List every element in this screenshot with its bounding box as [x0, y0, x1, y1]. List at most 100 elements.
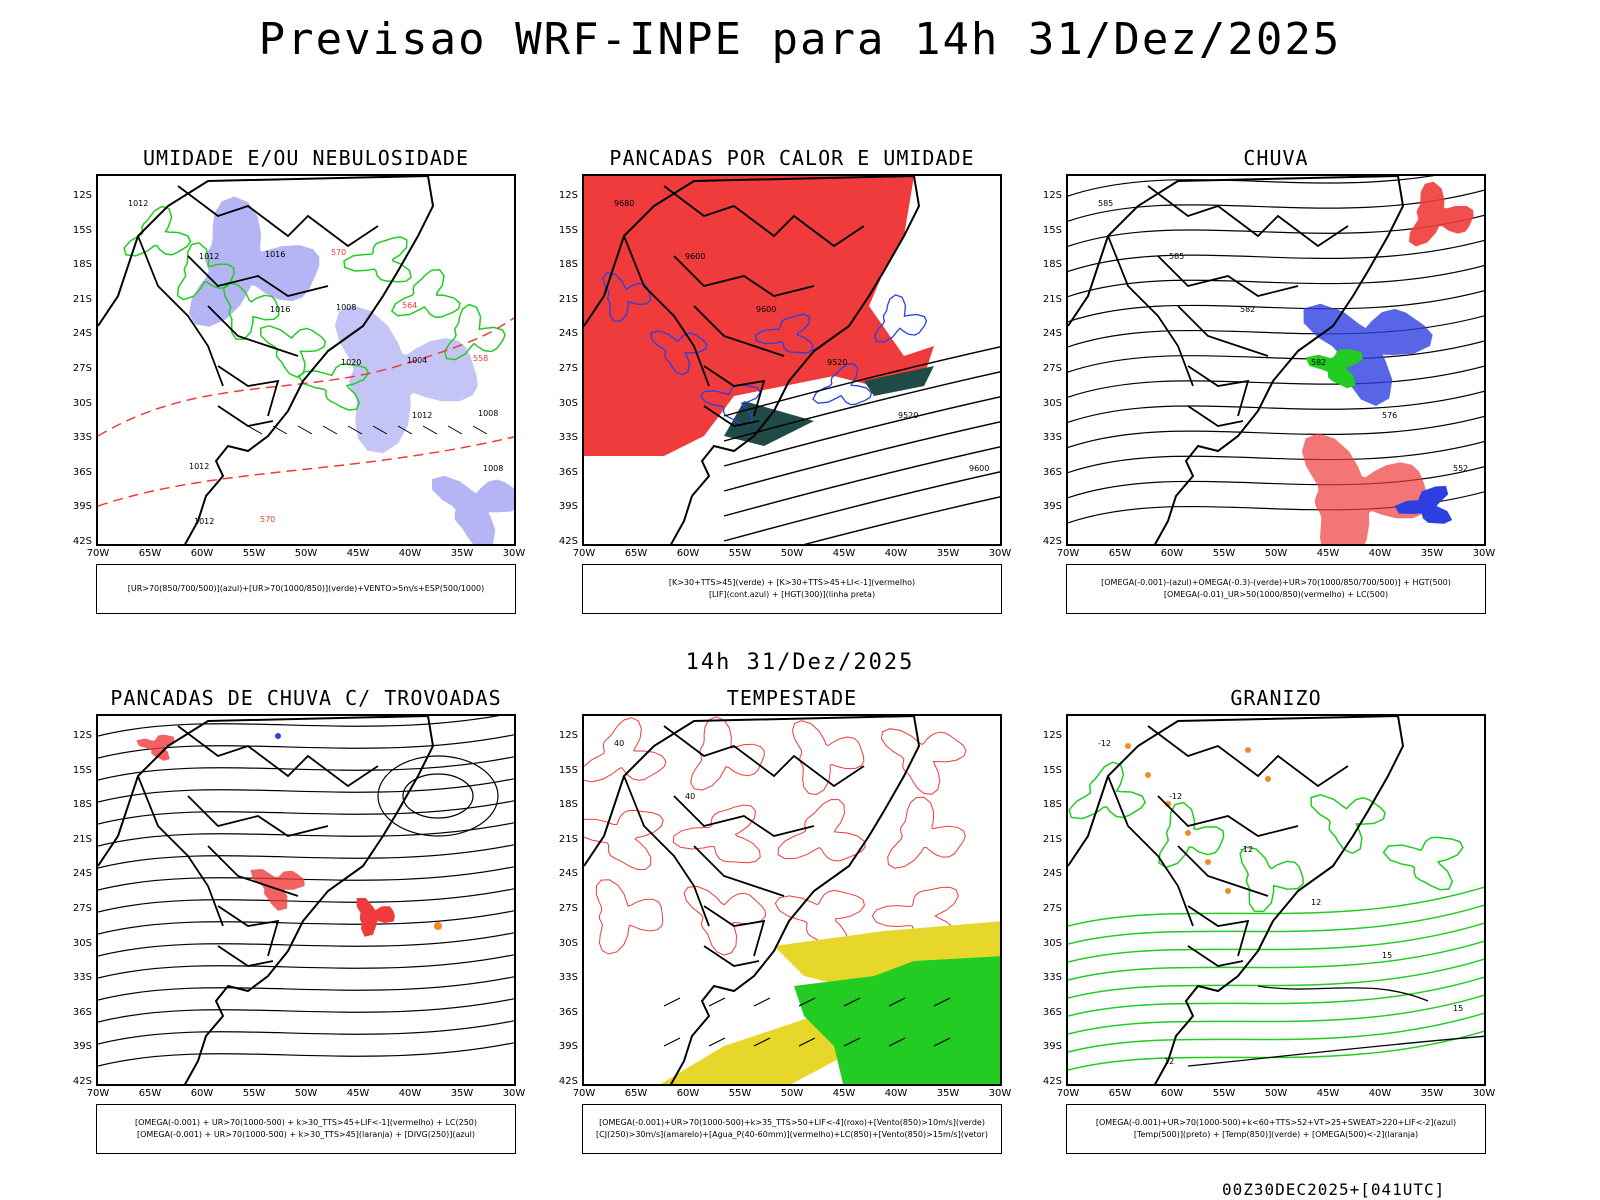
lon-tick-label: 40W	[398, 548, 422, 559]
lon-tick-label: 70W	[572, 1088, 596, 1099]
jet-area	[774, 921, 1000, 996]
valid-time-subtitle: 14h 31/Dez/2025	[685, 650, 915, 675]
contour-label: 1012	[412, 411, 432, 420]
streamline	[98, 734, 514, 759]
run-footer: 00Z30DEC2025+[041UTC]	[1222, 1180, 1446, 1199]
country-border	[663, 725, 865, 788]
streamline	[98, 866, 514, 891]
streamline	[98, 844, 514, 869]
humidity-contour	[444, 303, 506, 361]
country-border	[703, 365, 766, 417]
lat-tick-label: 36S	[72, 1006, 92, 1018]
temp850-contour	[1068, 922, 1484, 963]
lat-tick-label: 24S	[72, 328, 92, 340]
lat-tick-label: 12S	[1042, 190, 1062, 201]
omega-area	[1394, 486, 1453, 524]
lon-tick-label: 55W	[728, 548, 752, 559]
water-contour	[672, 804, 761, 864]
humidity-contour	[390, 268, 461, 319]
contour-label: 40	[685, 792, 695, 801]
temp850-contour	[1068, 904, 1484, 945]
lat-tick-label: 21S	[72, 293, 92, 305]
contour-label: 570	[331, 248, 346, 257]
lif-contour	[874, 294, 928, 343]
lon-tick-label: 65W	[624, 1088, 648, 1099]
contour-label: -12	[1240, 845, 1253, 854]
convection-area	[584, 176, 934, 456]
temp850-contour	[1068, 1012, 1484, 1053]
streamline	[1068, 290, 1484, 323]
lon-tick-label: 60W	[190, 548, 214, 559]
temp500-contour	[1257, 985, 1429, 1002]
country-border	[693, 845, 785, 897]
hgt-contour	[723, 346, 1000, 417]
map-plot: 40 40	[582, 714, 1002, 1086]
contour-label: 12	[1311, 898, 1321, 907]
lon-tick-label: 55W	[242, 548, 266, 559]
hgt-contour	[723, 446, 1000, 517]
lon-tick-label: 45W	[346, 1088, 370, 1099]
lat-tick-label: 39S	[1042, 1041, 1062, 1053]
lat-tick-label: 42S	[1042, 536, 1062, 547]
panel-storm: TEMPESTADE 40 40 12S 15S 18S 21S 24S 27S 30S 33S 36…	[559, 686, 1011, 1156]
lat-tick-label: 42S	[558, 1076, 578, 1087]
omega500-area	[1125, 743, 1131, 749]
legend-line: [LIF](cont.azul) + [HGT(300)](linha pret…	[708, 590, 876, 599]
panel-thunderstorm: PANCADAS DE CHUVA C/ TROVOADAS 12S 15S 18S 2…	[73, 686, 525, 1156]
omega500-area	[1265, 776, 1271, 782]
streamline	[98, 954, 514, 979]
lat-tick-label: 42S	[72, 536, 92, 547]
country-border	[703, 405, 760, 427]
map-plot: 585 585 582 582 576 552	[1066, 174, 1486, 546]
lif-contour	[650, 330, 708, 376]
streamline	[1068, 440, 1484, 474]
wind-vector	[888, 997, 906, 1007]
country-border	[623, 775, 710, 927]
lon-tick-label: 35W	[450, 548, 474, 559]
lat-tick-label: 21S	[1042, 293, 1062, 305]
lat-tick-label: 33S	[558, 432, 578, 444]
panel-title: TEMPESTADE	[726, 686, 858, 710]
panel-legend: [OMEGA(-0.001)-(azul)+OMEGA(-0.3)-(verde…	[1066, 564, 1486, 614]
legend-line: [OMEGA(-0.001)+UR>70(1000-500)+k<60+TTS>…	[1095, 1118, 1457, 1127]
water-contour	[584, 717, 667, 783]
lon-tick-label: 45W	[346, 548, 370, 559]
country-border	[703, 945, 760, 967]
lon-tick-label: 60W	[190, 1088, 214, 1099]
temp850-contour	[1382, 836, 1464, 891]
lat-tick-label: 30S	[1042, 937, 1062, 949]
streamline-vortex	[377, 755, 499, 837]
omega-area	[1303, 303, 1433, 406]
lon-tick-label: 30W	[502, 1088, 526, 1099]
contour-label: 9680	[614, 199, 634, 208]
contour-label: 9520	[827, 358, 847, 367]
contour-label: 564	[402, 301, 417, 310]
country-border	[673, 795, 815, 837]
lat-tick-label: 42S	[558, 536, 578, 547]
thickness-line	[98, 317, 514, 437]
lat-tick-label: 15S	[558, 764, 578, 776]
omega500-area	[1225, 888, 1231, 894]
humidity-contour	[259, 325, 327, 378]
wind-vector	[933, 997, 951, 1007]
legend-line: [OMEGA(-0.01)_UR>50(1000/850)(vermelho) …	[1163, 590, 1389, 599]
country-border	[663, 185, 865, 248]
lon-tick-label: 30W	[988, 1088, 1012, 1099]
wind-vector	[798, 1037, 816, 1047]
contour-label: 9600	[756, 305, 776, 314]
main-title: Previsao WRF-INPE para 14h 31/Dez/2025	[258, 14, 1342, 65]
country-border	[693, 305, 785, 357]
water-contour	[595, 879, 664, 955]
hgt-contour	[723, 421, 1000, 492]
lat-tick-label: 39S	[558, 501, 578, 513]
country-border	[623, 235, 710, 387]
contour-label: 9600	[685, 252, 705, 261]
contour-label: 558	[473, 354, 488, 363]
lat-tick-label: 24S	[558, 328, 578, 340]
temp500-contour	[1187, 1035, 1484, 1067]
lon-tick-label: 40W	[1368, 548, 1392, 559]
lat-tick-label: 12S	[72, 190, 92, 201]
lat-tick-label: 15S	[558, 224, 578, 236]
streamline	[98, 778, 514, 803]
lat-tick-label: 15S	[1042, 764, 1062, 776]
